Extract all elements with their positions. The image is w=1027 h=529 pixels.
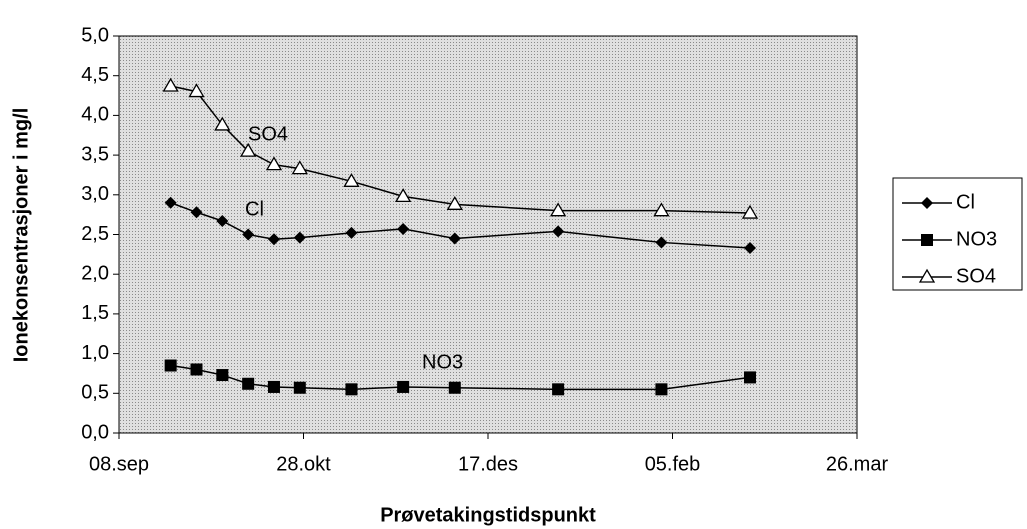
x-tick-label: 08.sep [89, 453, 149, 475]
data-point [190, 363, 203, 376]
y-tick-label: 1,0 [81, 342, 109, 364]
data-point [265, 156, 283, 171]
annotation: SO4 [248, 123, 288, 145]
y-axis-label: Ionekonsentrasjoner i mg/l [10, 108, 32, 363]
y-tick-label: 3,0 [81, 183, 109, 205]
legend-box [892, 177, 1023, 291]
y-tick-label: 0,0 [81, 421, 109, 443]
data-point [240, 142, 257, 157]
x-axis-label: Prøvetakingstidspunkt [380, 504, 596, 526]
data-point [164, 196, 177, 209]
y-tick-label: 0,5 [81, 382, 109, 404]
data-point [655, 236, 668, 249]
data-point [345, 226, 358, 239]
y-tick-label: 1,5 [81, 302, 109, 324]
legend-label: NO3 [956, 228, 997, 250]
data-point [164, 359, 177, 372]
data-point [448, 232, 461, 245]
data-point [216, 369, 229, 382]
x-tick-label: 28.okt [276, 453, 331, 475]
data-point [552, 225, 565, 238]
data-point [188, 83, 205, 98]
legend-label: Cl [956, 191, 975, 213]
data-point [397, 380, 410, 393]
annotation: Cl [245, 198, 264, 220]
data-point [549, 202, 567, 217]
data-point [394, 188, 412, 203]
data-point [267, 380, 280, 393]
data-point [343, 173, 360, 187]
legend-label: SO4 [956, 265, 996, 287]
annotation: NO3 [422, 351, 463, 373]
x-tick-label: 17.des [458, 453, 518, 475]
y-tick-label: 2,0 [81, 262, 109, 284]
series-line [170, 85, 751, 214]
data-point [214, 116, 231, 131]
data-point [741, 204, 759, 219]
data-point [397, 222, 410, 235]
x-tick-label: 26.mar [826, 453, 889, 475]
data-point [293, 231, 306, 244]
y-tick-label: 4,0 [81, 104, 109, 126]
plot-area [118, 35, 858, 434]
y-tick-label: 3,5 [81, 143, 109, 165]
legend-marker [918, 268, 936, 283]
data-point [293, 381, 306, 394]
data-point [190, 206, 203, 219]
data-point [345, 383, 358, 396]
data-point [242, 228, 255, 241]
data-point [267, 233, 280, 246]
legend-marker [921, 197, 933, 209]
data-point [242, 377, 255, 390]
data-point [743, 241, 756, 254]
y-tick-label: 4,5 [81, 64, 109, 86]
data-point [446, 196, 463, 210]
data-point [743, 371, 756, 384]
data-point [552, 383, 565, 396]
data-point [291, 160, 308, 175]
data-point [655, 383, 668, 396]
data-point [162, 77, 179, 92]
data-point [216, 215, 229, 228]
y-tick-label: 5,0 [81, 24, 109, 46]
y-tick-label: 2,5 [81, 223, 109, 245]
data-point [448, 381, 461, 394]
legend-marker [921, 234, 933, 246]
x-tick-label: 05.feb [645, 453, 701, 475]
data-point [653, 202, 670, 217]
